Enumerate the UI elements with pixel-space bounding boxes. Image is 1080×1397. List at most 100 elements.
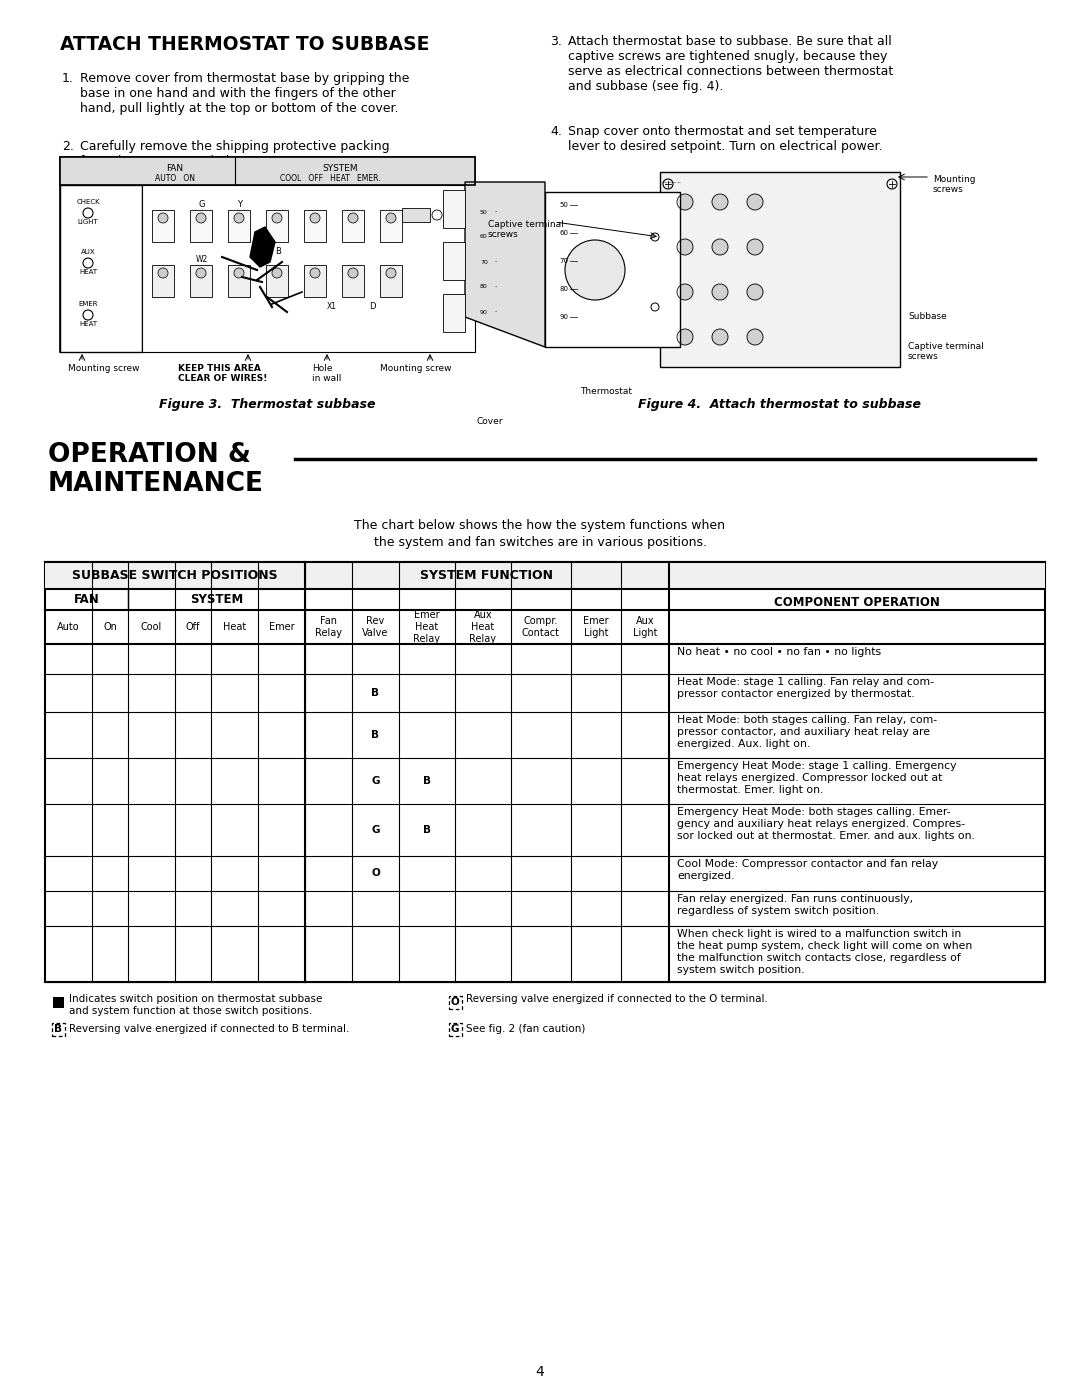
Bar [323,868,335,880]
Circle shape [386,212,396,224]
Circle shape [348,268,357,278]
Text: COOL   OFF   HEAT   EMER.: COOL OFF HEAT EMER. [280,175,380,183]
Circle shape [158,268,168,278]
Text: B: B [423,775,431,787]
Circle shape [677,284,693,300]
Bar [477,824,489,835]
Text: The chart below shows the how the system functions when
the system and fan switc: The chart below shows the how the system… [354,520,726,549]
Text: SYSTEM: SYSTEM [190,592,243,606]
Bar [448,1023,461,1035]
Bar [669,562,1045,590]
Bar [420,823,433,837]
Bar [63,729,75,740]
Text: Y: Y [238,200,243,210]
Text: Emer
Heat
Relay: Emer Heat Relay [414,610,441,644]
Bar [187,652,199,665]
Text: 80: 80 [559,286,568,292]
Circle shape [195,268,206,278]
Text: SYSTEM FUNCTION: SYSTEM FUNCTION [420,569,554,583]
Text: 90: 90 [480,310,488,314]
Bar [190,265,212,298]
Bar [266,265,288,298]
Bar [443,293,465,332]
Text: 70: 70 [559,258,568,264]
Bar [369,868,382,880]
Bar [53,996,64,1007]
Text: Subbase: Subbase [908,312,947,321]
Text: Emergency Heat Mode: stage 1 calling. Emergency
heat relays energized. Compresso: Emergency Heat Mode: stage 1 calling. Em… [677,761,957,795]
Text: HEAT: HEAT [79,321,97,327]
Bar [60,156,475,184]
Text: Mounting
screws: Mounting screws [933,175,975,194]
Bar [639,729,651,740]
Text: Heat Mode: stage 1 calling. Fan relay and com-
pressor contactor energized by th: Heat Mode: stage 1 calling. Fan relay an… [677,678,934,698]
Bar [303,210,326,242]
Bar [380,265,402,298]
Bar [228,265,249,298]
Bar [589,947,604,961]
Text: 50: 50 [559,203,568,208]
Circle shape [677,330,693,345]
Bar [305,562,669,590]
Text: -: - [495,210,497,215]
Bar [477,729,489,740]
Text: G: G [372,826,380,835]
Text: KEEP THIS AREA
CLEAR OF WIRES!: KEEP THIS AREA CLEAR OF WIRES! [178,365,268,383]
Text: B: B [372,731,379,740]
Text: 50: 50 [480,210,488,215]
Bar [104,902,116,915]
Bar [323,775,335,787]
Polygon shape [249,226,275,267]
Text: SYSTEM: SYSTEM [322,163,357,173]
Text: W2: W2 [195,256,208,264]
Bar [303,265,326,298]
Text: COMPONENT OPERATION: COMPONENT OPERATION [774,597,940,609]
Bar [402,208,430,222]
Bar [63,775,75,787]
Bar [590,775,602,787]
Text: 60: 60 [559,231,568,236]
Bar [448,996,461,1009]
Bar [323,729,335,740]
Bar [545,191,680,346]
Text: On: On [103,622,117,631]
Text: Heat: Heat [222,622,246,631]
Text: Aux
Light: Aux Light [633,616,658,638]
Text: 70: 70 [480,260,488,264]
Bar [228,210,249,242]
Circle shape [234,268,244,278]
Bar [63,652,75,665]
Text: SUBBASE SWITCH POSITIONS: SUBBASE SWITCH POSITIONS [72,569,278,583]
Bar [443,190,465,228]
Text: Carefully remove the shipping protective packing
from the mercury switches.: Carefully remove the shipping protective… [80,140,390,168]
Text: No heat • no cool • no fan • no lights: No heat • no cool • no fan • no lights [677,647,881,657]
Circle shape [195,212,206,224]
Bar [420,774,433,788]
Text: OPERATION &
MAINTENANCE: OPERATION & MAINTENANCE [48,441,264,497]
Bar [369,686,382,700]
Bar [342,265,364,298]
Bar [60,156,475,184]
Bar [63,687,75,698]
Text: LIGHT: LIGHT [78,219,98,225]
Bar [369,728,382,742]
Text: Reversing valve energized if connected to ​B​ terminal.: Reversing valve energized if connected t… [69,1024,349,1034]
Circle shape [272,212,282,224]
Text: Heat Mode: both stages calling. Fan relay, com-
pressor contactor, and auxiliary: Heat Mode: both stages calling. Fan rela… [677,715,937,749]
Text: Fan relay energized. Fan runs continuously,
regardless of system switch position: Fan relay energized. Fan runs continuous… [677,894,913,916]
Text: Emergency Heat Mode: both stages calling. Emer-
gency and auxiliary heat relays : Emergency Heat Mode: both stages calling… [677,807,975,841]
Text: AUTO   ON: AUTO ON [156,175,195,183]
Text: B: B [54,1024,62,1034]
Bar [146,868,158,880]
Text: Emer: Emer [269,622,295,631]
Text: EMER: EMER [78,300,98,307]
Text: -: - [495,310,497,314]
Text: 4.: 4. [550,124,562,138]
Text: Thermostat: Thermostat [580,387,632,395]
Text: -: - [495,260,497,264]
Text: Emer
Light: Emer Light [583,616,609,638]
Circle shape [712,239,728,256]
Text: Off: Off [186,622,200,631]
Circle shape [712,284,728,300]
Text: G: G [199,200,205,210]
